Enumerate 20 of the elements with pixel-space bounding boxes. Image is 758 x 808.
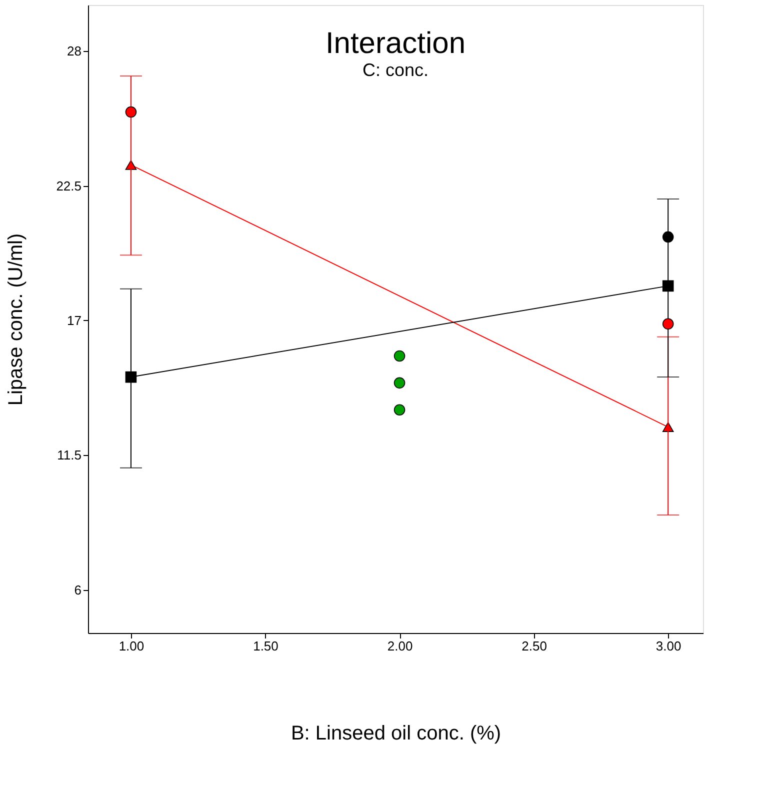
x-tick-label: 1.00 bbox=[118, 638, 144, 654]
y-tick-label: 28 bbox=[67, 44, 82, 59]
x-tick-label: 2.50 bbox=[522, 638, 547, 654]
text: C: conc. bbox=[362, 60, 429, 80]
point bbox=[394, 350, 406, 362]
x-tick-label: 2.00 bbox=[387, 638, 413, 654]
text: Interaction bbox=[325, 27, 466, 60]
y-tick-label: 6 bbox=[74, 582, 82, 598]
point bbox=[125, 106, 137, 118]
y-tick-label: 17 bbox=[67, 312, 82, 328]
y-axis-title: Lipase conc. (U/ml) bbox=[5, 233, 28, 406]
y-tick-label: 11.5 bbox=[57, 448, 82, 463]
point bbox=[394, 377, 406, 389]
y-tick-label: 22.5 bbox=[56, 178, 82, 194]
x-tick-label: 1.50 bbox=[253, 638, 278, 654]
point bbox=[394, 404, 406, 416]
x-axis-title: B: Linseed oil conc. (%) bbox=[290, 722, 502, 744]
point bbox=[662, 231, 674, 243]
x-tick-label: 3.00 bbox=[656, 638, 682, 654]
point bbox=[662, 318, 674, 330]
